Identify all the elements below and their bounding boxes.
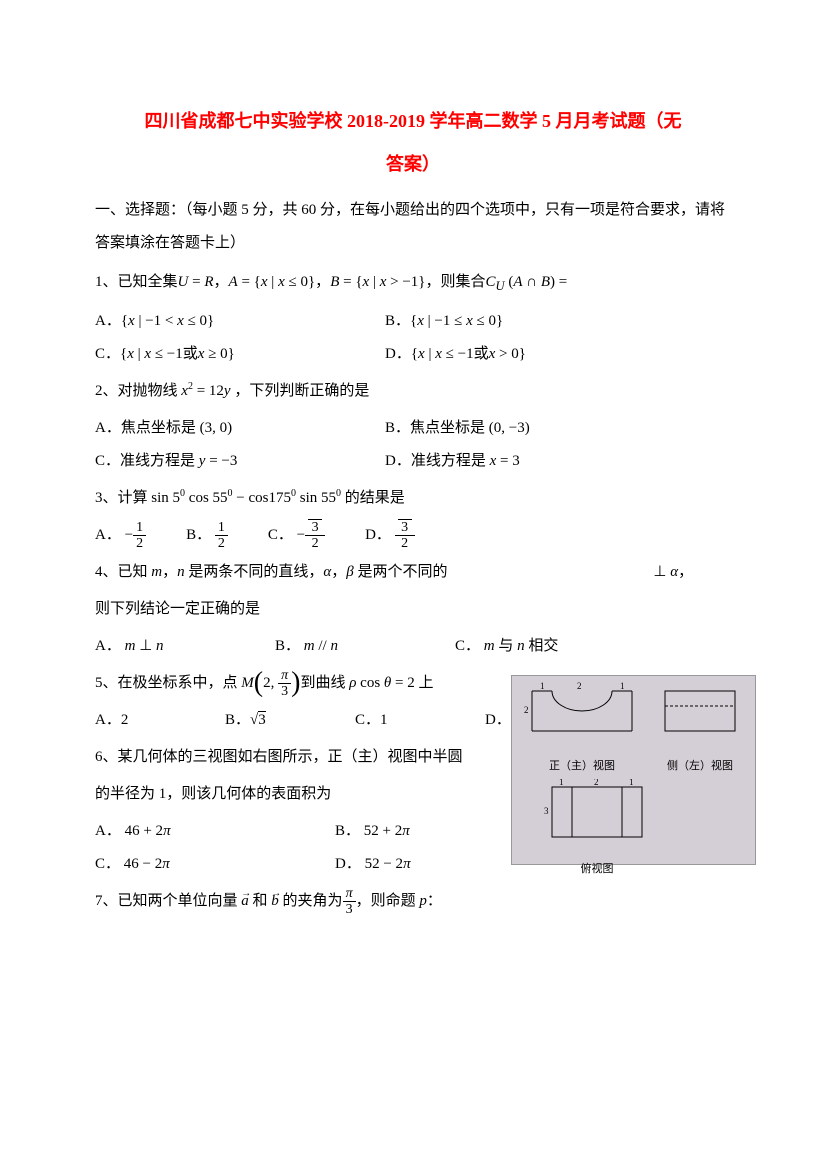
q3-optD: D． 3 2 [365,519,415,552]
front-view-svg: 1 2 1 2 [522,681,642,741]
question-1: 1、已知全集U = R，A = {x | x ≤ 0}，B = {x | x >… [95,266,731,301]
q6-optC: C． 46 − 2π [95,848,275,881]
q5-num: 5、 [95,675,118,691]
q3-num: 3、 [95,490,118,506]
svg-text:3: 3 [544,806,549,816]
top-view-label: 俯视图 [542,857,652,881]
q4-optB: B． m // n [275,630,415,663]
side-view-label: 侧（左）视图 [655,754,745,778]
section-intro: 一、选择题：（每小题 5 分，共 60 分，在每小题给出的四个选项中，只有一项是… [95,194,731,260]
q2-num: 2、 [95,383,118,399]
question-3: 3、计算 sin 50 cos 550 − cos1750 sin 550 的结… [95,482,731,515]
q2-optA: A．焦点坐标是 (3, 0) [95,412,325,445]
q2-t2: ，下列判断正确的是 [234,383,369,399]
svg-text:2: 2 [524,705,529,715]
question-4: 4、已知 m，n 是两条不同的直线，α，β 是两个不同的XXXXXXXXXXXX… [95,556,731,589]
q5-optB: B．√3 [225,704,315,737]
q6-optB: B． 52 + 2π [335,815,410,848]
q4-optC: C． m 与 n 相交 [455,630,595,663]
q4-line2: 则下列结论一定正确的是 [95,593,731,626]
title-line2: 答案） [386,154,440,174]
title-line1: 四川省成都七中实验学校 2018-2019 学年高二数学 5 月月考试题（无 [145,111,682,131]
q2-t: 对抛物线 [118,383,178,399]
svg-text:1: 1 [540,681,545,691]
q2-optC: C．准线方程是 y = −3 [95,445,325,478]
q1-optD: D．{x | x ≤ −1或x > 0} [385,338,526,371]
q7-num: 7、 [95,893,118,909]
q2-optD: D．准线方程是 x = 3 [385,445,520,478]
svg-text:1: 1 [620,681,625,691]
side-view-svg [655,681,745,741]
svg-text:1: 1 [629,779,634,787]
q6-optD: D． 52 − 2π [335,848,411,881]
front-view-label: 正（主）视图 [522,754,642,778]
q3-optC: C． − 3 2 [268,519,325,552]
q1-optC: C．{x | x ≤ −1或x ≥ 0} [95,338,325,371]
top-view-svg: 1 2 1 3 [542,779,652,844]
q1-num: 1、 [95,274,118,290]
q6-optA: A． 46 + 2π [95,815,275,848]
q1-c1: ， [214,274,229,290]
svg-text:2: 2 [577,681,582,691]
q5-optC: C．1 [355,704,445,737]
q1-pre: 已知全集 [118,274,178,290]
q4-optA: A． m ⊥ n [95,630,235,663]
q2-optB: B．焦点坐标是 (0, −3) [385,412,530,445]
q5-optA: A．2 [95,704,185,737]
q1-c2: ， [315,274,330,290]
q1-optA: A．{x | −1 < x ≤ 0} [95,305,325,338]
svg-text:1: 1 [559,779,564,787]
question-7: 7、已知两个单位向量 a→ 和 b→ 的夹角为π3，则命题 p： [95,885,731,918]
question-2: 2、对抛物线 x2 = 12y ，下列判断正确的是 [95,375,731,408]
q4-num: 4、 [95,564,118,580]
three-view-figure: 1 2 1 2 正（主）视图 侧（左）视图 1 2 1 3 俯视图 [511,675,756,865]
q1-c3: ，则集合 [426,274,486,290]
q1-optB: B．{x | −1 ≤ x ≤ 0} [385,305,503,338]
q3-optB: B． 12 [186,519,228,552]
svg-text:2: 2 [594,779,599,787]
q3-optA: A． −12 [95,519,146,552]
q1-f1: U [178,274,189,290]
